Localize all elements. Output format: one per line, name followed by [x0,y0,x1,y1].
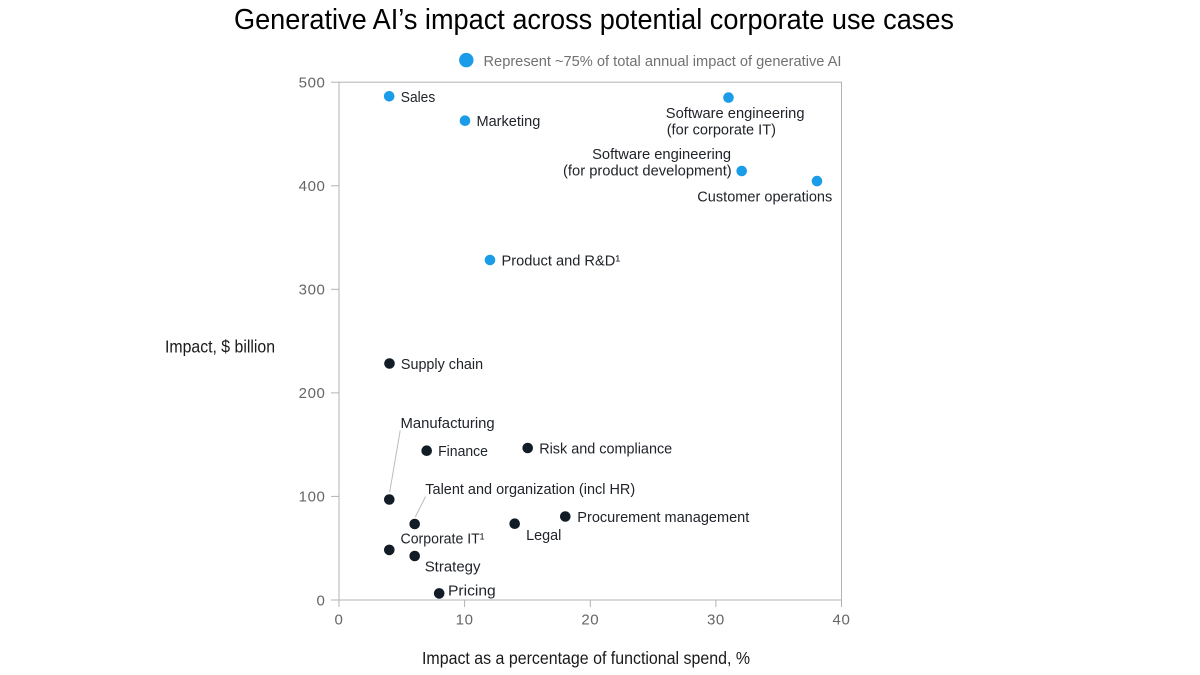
svg-text:Procurement management: Procurement management [577,509,750,526]
svg-text:Risk and compliance: Risk and compliance [539,441,672,458]
svg-text:100: 100 [299,489,326,506]
svg-text:0: 0 [335,612,344,629]
svg-text:Finance: Finance [438,443,488,460]
svg-text:Software engineering: Software engineering [592,146,731,163]
svg-text:Product and R&D¹: Product and R&D¹ [502,253,621,270]
svg-text:Pricing: Pricing [448,583,496,600]
svg-text:Corporate IT¹: Corporate IT¹ [401,531,485,548]
svg-text:Talent and organization (incl: Talent and organization (incl HR) [425,481,635,498]
svg-text:Impact as a percentage of func: Impact as a percentage of functional spe… [422,648,750,668]
svg-text:(for corporate IT): (for corporate IT) [667,122,776,139]
svg-text:200: 200 [299,385,326,402]
svg-text:Impact, $ billion: Impact, $ billion [165,337,275,357]
svg-text:40: 40 [833,612,851,629]
svg-text:Strategy: Strategy [425,559,481,576]
svg-text:500: 500 [299,75,326,92]
svg-text:300: 300 [299,282,326,299]
svg-text:400: 400 [299,178,326,195]
svg-text:Sales: Sales [401,89,435,106]
svg-text:Software engineering: Software engineering [666,105,805,122]
svg-text:Generative AI’s impact across: Generative AI’s impact across potential … [234,4,954,36]
svg-text:(for product development): (for product development) [563,163,732,180]
svg-text:Supply chain: Supply chain [401,356,483,373]
svg-text:Legal: Legal [526,527,561,544]
svg-text:Customer operations: Customer operations [697,188,832,205]
svg-text:Represent ~75% of total annual: Represent ~75% of total annual impact of… [484,54,842,70]
svg-text:0: 0 [317,592,326,609]
svg-text:20: 20 [581,612,599,629]
svg-text:Marketing: Marketing [477,113,541,130]
svg-text:30: 30 [707,612,725,629]
svg-text:Manufacturing: Manufacturing [401,415,495,432]
svg-text:10: 10 [456,612,474,629]
